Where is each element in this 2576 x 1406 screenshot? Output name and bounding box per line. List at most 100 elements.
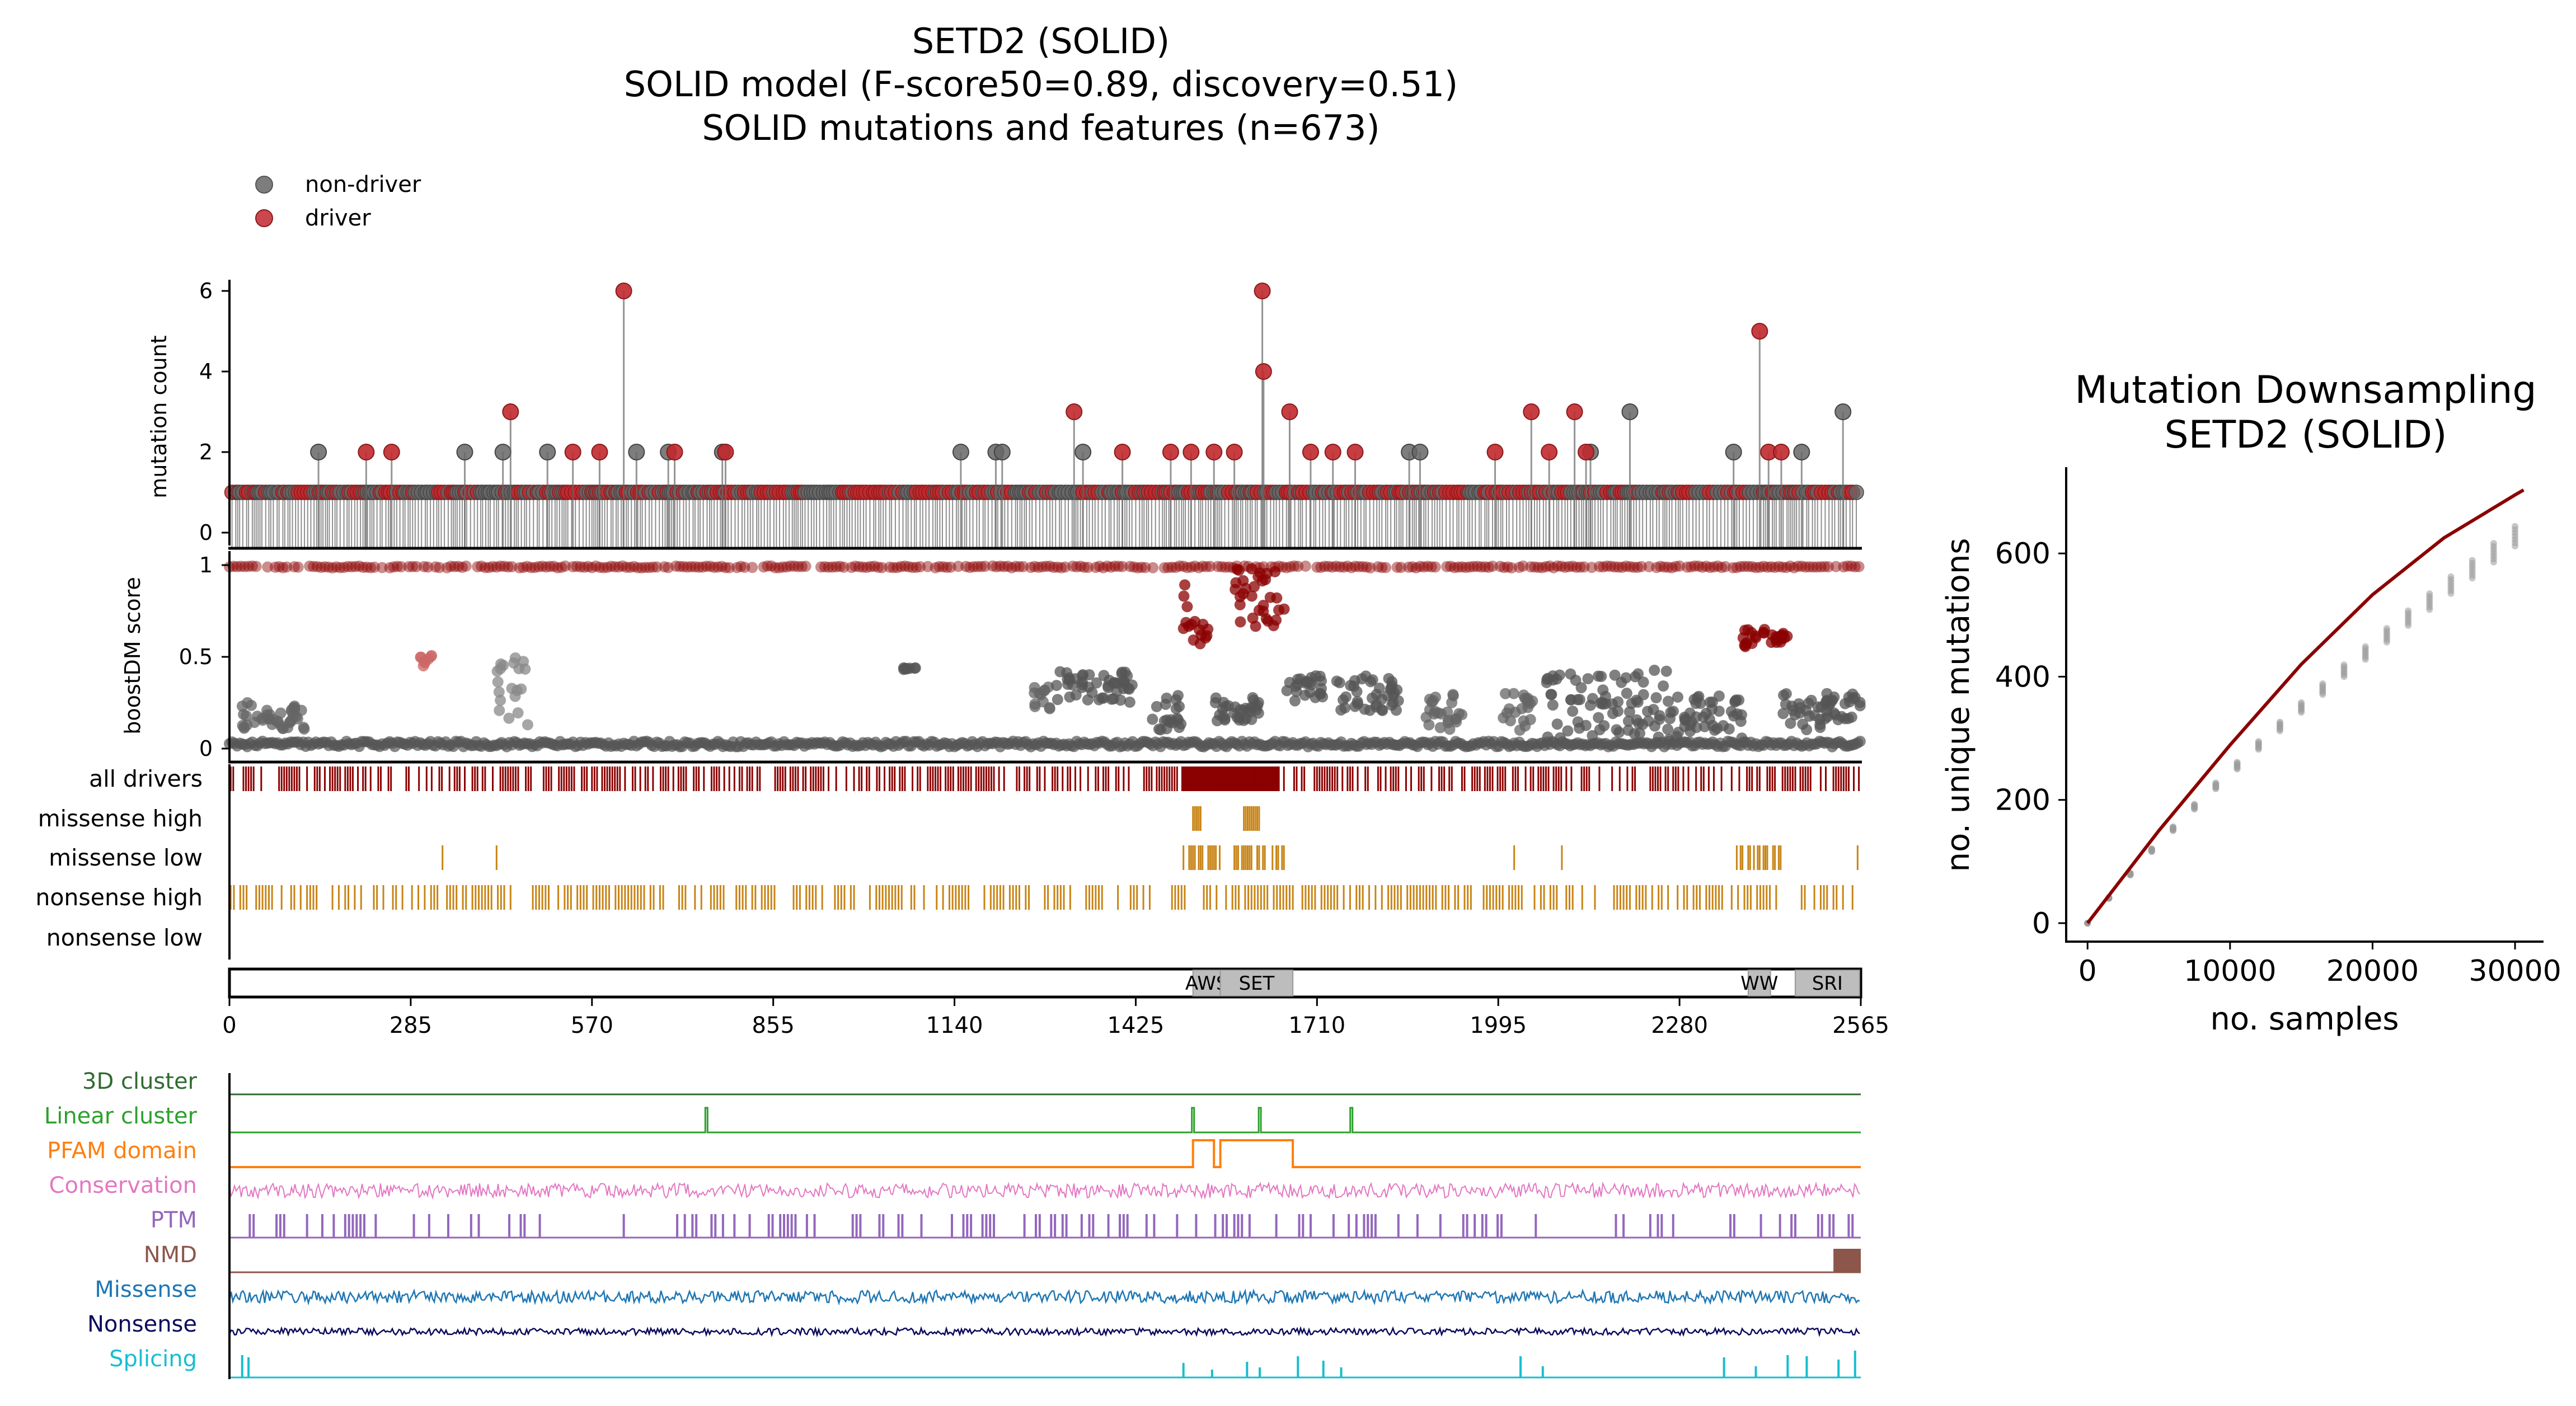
needle-plot: 0 2 4 6 mutation count xyxy=(147,279,1864,550)
score-point xyxy=(1706,696,1718,708)
score-point xyxy=(747,562,758,573)
score-point xyxy=(644,562,655,573)
score-point xyxy=(334,562,346,573)
score-point xyxy=(1749,630,1761,642)
score-point xyxy=(361,561,373,573)
needle-driver-point xyxy=(1114,444,1131,460)
score-point xyxy=(972,561,983,572)
score-point xyxy=(1452,561,1464,573)
score-point xyxy=(1158,562,1170,573)
score-point xyxy=(1281,685,1293,697)
score-point xyxy=(1854,736,1866,747)
score-point xyxy=(1083,669,1095,680)
score-point xyxy=(1849,561,1861,573)
needle-ytick-label: 2 xyxy=(199,440,213,464)
score-point xyxy=(800,561,811,572)
score-point xyxy=(884,561,895,573)
score-point xyxy=(1429,561,1441,573)
score-point xyxy=(705,561,716,572)
score-point xyxy=(575,561,586,573)
score-point xyxy=(682,561,693,573)
score-point xyxy=(1517,560,1529,572)
track-label: all drivers xyxy=(89,765,203,792)
score-point xyxy=(1584,699,1596,711)
ds-xtick-label: 10000 xyxy=(2184,954,2276,988)
score-point xyxy=(245,699,257,711)
score-point xyxy=(1006,562,1017,573)
score-point xyxy=(1777,561,1789,573)
score-point xyxy=(483,562,495,573)
score-point xyxy=(1365,676,1377,688)
ds-sample-point xyxy=(2191,801,2198,808)
needle-ytick-label: 6 xyxy=(199,279,213,303)
score-point xyxy=(492,676,504,688)
score-point xyxy=(621,561,632,573)
feature-label: PTM xyxy=(151,1207,197,1233)
score-point xyxy=(1426,696,1438,708)
needle-driver-point xyxy=(1772,444,1790,460)
score-point xyxy=(1662,723,1674,735)
domain-box xyxy=(1192,970,1221,996)
score-point xyxy=(586,562,598,573)
score-point xyxy=(872,561,884,573)
score-point xyxy=(418,561,430,572)
score-point xyxy=(1179,579,1191,591)
score-point xyxy=(1467,561,1479,572)
score-point xyxy=(697,561,708,573)
score-point xyxy=(1735,561,1747,572)
score-point xyxy=(1562,725,1574,737)
score-point xyxy=(236,700,248,712)
score-point xyxy=(930,562,941,573)
score-point xyxy=(281,561,293,573)
score-point xyxy=(1376,562,1388,573)
score-point xyxy=(1444,561,1456,572)
score-point xyxy=(1383,673,1395,684)
score-point xyxy=(1414,561,1426,572)
score-point xyxy=(1345,562,1357,573)
score-point xyxy=(491,561,503,573)
score-point xyxy=(1643,561,1655,572)
score-point xyxy=(1674,560,1686,572)
needle-driver-point xyxy=(502,403,519,420)
score-point xyxy=(1555,561,1567,572)
score-point xyxy=(1843,692,1855,703)
feature-linear-cluster xyxy=(229,1107,1861,1134)
score-point xyxy=(815,561,827,573)
ds-ytick-label: 200 xyxy=(1995,784,2051,817)
ds-sample-point xyxy=(2212,779,2220,787)
score-point xyxy=(1264,591,1276,603)
score-point xyxy=(1500,688,1512,699)
track-label: missense low xyxy=(49,844,203,871)
score-point xyxy=(273,561,285,572)
score-point xyxy=(987,560,998,572)
score-point xyxy=(869,561,880,572)
score-point xyxy=(1260,573,1271,585)
score-point xyxy=(735,561,747,572)
score-point xyxy=(1781,562,1793,573)
score-point xyxy=(460,560,472,572)
needle-nondriver-point xyxy=(1848,485,1864,500)
score-point xyxy=(1653,731,1664,743)
score-point xyxy=(238,708,250,720)
score-point xyxy=(1334,561,1346,573)
score-point xyxy=(491,665,503,677)
score-point xyxy=(1563,561,1575,572)
score-point xyxy=(1178,590,1190,602)
needle-ytick-label: 0 xyxy=(199,520,213,545)
ds-title-line-2: SETD2 (SOLID) xyxy=(2165,413,2447,457)
domain-xtick-label: 1710 xyxy=(1288,1013,1345,1038)
main-title-line-1: SETD2 (SOLID) xyxy=(912,21,1170,62)
needle-driver-point xyxy=(1523,403,1540,420)
score-point xyxy=(441,562,453,573)
score-point xyxy=(861,562,872,573)
score-point xyxy=(1288,560,1300,572)
score-point xyxy=(994,560,1006,572)
ds-sample-point xyxy=(2298,699,2305,706)
needle-nondriver-point xyxy=(310,444,327,460)
score-point xyxy=(1697,561,1709,573)
feature-missense xyxy=(228,1288,1860,1306)
legend-driver-marker xyxy=(255,209,273,227)
score-point xyxy=(1052,694,1063,706)
score-point xyxy=(1685,561,1697,573)
score-point xyxy=(975,561,987,572)
